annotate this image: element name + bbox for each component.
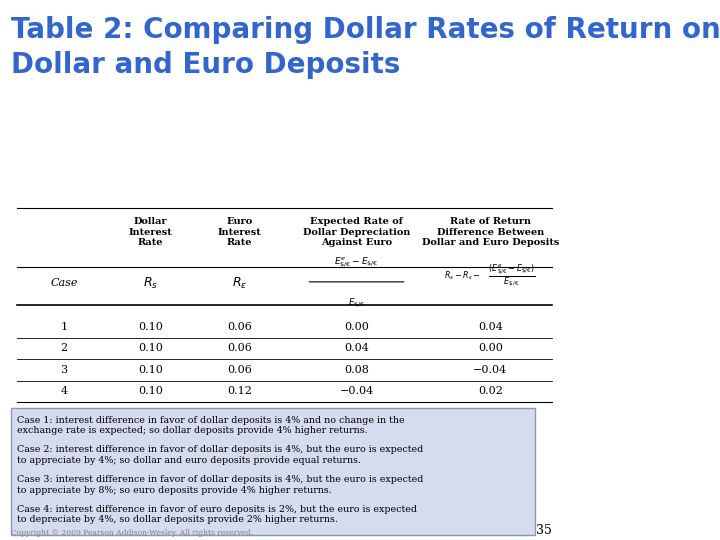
Text: 35: 35 <box>536 524 552 537</box>
Text: 0.00: 0.00 <box>344 322 369 332</box>
Text: 0.12: 0.12 <box>227 387 252 396</box>
Text: $E_{\$/€}$: $E_{\$/€}$ <box>348 297 365 310</box>
Text: Dollar
Interest
Rate: Dollar Interest Rate <box>129 217 172 247</box>
Text: 0.06: 0.06 <box>227 322 252 332</box>
Text: Rate of Return
Difference Between
Dollar and Euro Deposits: Rate of Return Difference Between Dollar… <box>421 217 559 247</box>
Text: −0.04: −0.04 <box>339 387 374 396</box>
Text: Case 2: interest difference in favor of dollar deposits is 4%, but the euro is e: Case 2: interest difference in favor of … <box>17 446 423 465</box>
Text: Euro
Interest
Rate: Euro Interest Rate <box>217 217 261 247</box>
Text: Table 2: Comparing Dollar Rates of Return on
Dollar and Euro Deposits: Table 2: Comparing Dollar Rates of Retur… <box>11 16 720 79</box>
Text: Expected Rate of
Dollar Depreciation
Against Euro: Expected Rate of Dollar Depreciation Aga… <box>303 217 410 247</box>
Text: 4: 4 <box>60 387 68 396</box>
Text: 2: 2 <box>60 343 68 353</box>
Text: Case: Case <box>50 279 78 288</box>
Text: $E^e_{\$/€} - E_{\$/€}$: $E^e_{\$/€} - E_{\$/€}$ <box>334 256 379 270</box>
Text: 0.04: 0.04 <box>478 322 503 332</box>
FancyBboxPatch shape <box>11 408 535 535</box>
Text: 3: 3 <box>60 365 68 375</box>
Text: 0.00: 0.00 <box>478 343 503 353</box>
Text: 0.02: 0.02 <box>478 387 503 396</box>
Text: 0.04: 0.04 <box>344 343 369 353</box>
Text: Copyright © 2009 Pearson Addison-Wesley. All rights reserved.: Copyright © 2009 Pearson Addison-Wesley.… <box>11 529 253 537</box>
Text: Case 3: interest difference in favor of dollar deposits is 4%, but the euro is e: Case 3: interest difference in favor of … <box>17 475 423 495</box>
Text: $R_\epsilon$: $R_\epsilon$ <box>232 276 247 291</box>
Text: Case 4: interest difference in favor of euro deposits is 2%, but the euro is exp: Case 4: interest difference in favor of … <box>17 505 417 524</box>
Text: 0.10: 0.10 <box>138 387 163 396</box>
Text: 0.10: 0.10 <box>138 365 163 375</box>
Text: $R_s$: $R_s$ <box>143 276 158 291</box>
Text: Case 1: interest difference in favor of dollar deposits is 4% and no change in t: Case 1: interest difference in favor of … <box>17 416 405 435</box>
Text: 0.10: 0.10 <box>138 343 163 353</box>
Text: $R_s - R_\epsilon -$   $\dfrac{(E^e_{\$/€} - E_{\$/€})}{E_{\$/€}}$: $R_s - R_\epsilon -$ $\dfrac{(E^e_{\$/€}… <box>444 262 536 289</box>
Text: 0.10: 0.10 <box>138 322 163 332</box>
Text: −0.04: −0.04 <box>473 365 508 375</box>
Text: 0.06: 0.06 <box>227 343 252 353</box>
Text: 1: 1 <box>60 322 68 332</box>
Text: 0.06: 0.06 <box>227 365 252 375</box>
Text: 0.08: 0.08 <box>344 365 369 375</box>
